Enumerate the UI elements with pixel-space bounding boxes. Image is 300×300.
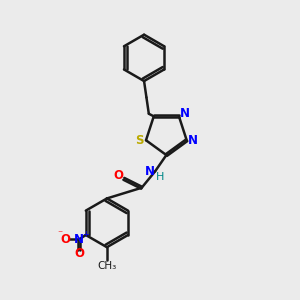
- Text: H: H: [156, 172, 164, 182]
- Text: S: S: [135, 134, 144, 147]
- Text: ⁻: ⁻: [58, 229, 63, 239]
- Text: O: O: [113, 169, 123, 182]
- Text: N: N: [180, 107, 190, 120]
- Text: N: N: [74, 233, 84, 246]
- Text: N: N: [145, 165, 155, 178]
- Text: +: +: [82, 230, 89, 238]
- Text: CH₃: CH₃: [97, 261, 116, 271]
- Text: O: O: [61, 233, 70, 246]
- Text: N: N: [188, 134, 198, 147]
- Text: O: O: [74, 247, 84, 260]
